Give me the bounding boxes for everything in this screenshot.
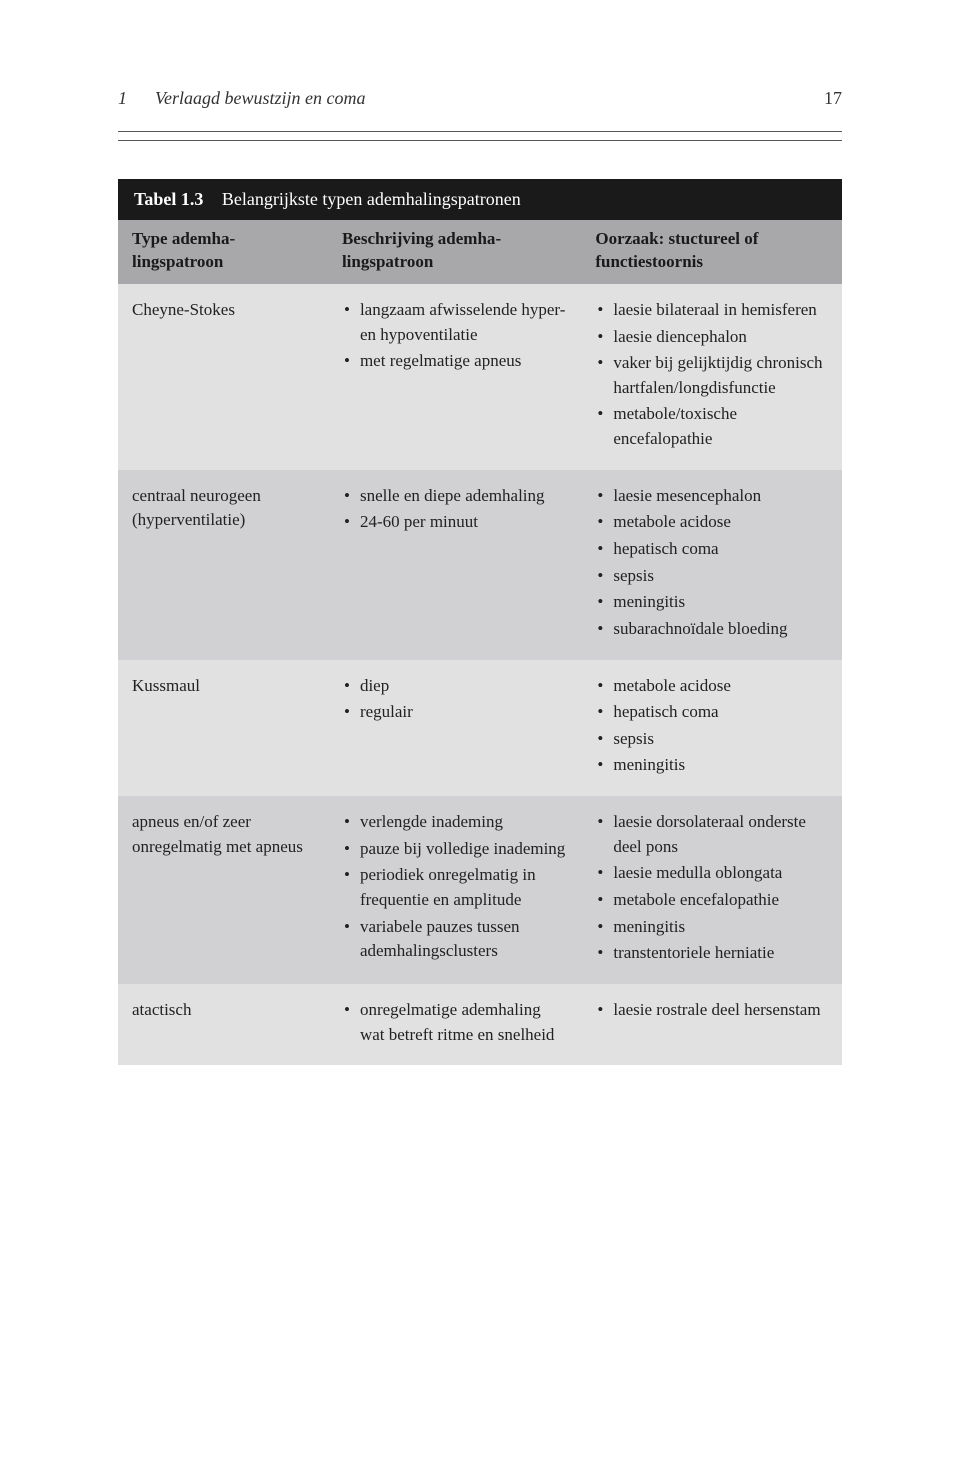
list-item: meningitis bbox=[595, 915, 828, 940]
col-header-type: Type ademha­lingspatroon bbox=[118, 220, 328, 284]
cell-cause: laesie dorsolateraal onderste deel ponsl… bbox=[581, 796, 842, 984]
table-label: Tabel 1.3 bbox=[134, 189, 203, 209]
chapter-number: 1 bbox=[118, 88, 127, 109]
list-item: periodiek onregel­matig in frequentie en… bbox=[342, 863, 567, 912]
cell-description: onregelmatige ademhaling wat betreft rit… bbox=[328, 984, 581, 1065]
table-row: Cheyne-Stokes langzaam afwis­selende hype… bbox=[118, 284, 842, 470]
col-header-cause: Oorzaak: stuctureel of functiestoornis bbox=[581, 220, 842, 284]
table-row: centraal neuro­geen (hyperventilatie)sne… bbox=[118, 470, 842, 660]
list-item: meningitis bbox=[595, 590, 828, 615]
cell-cause: laesie bilateraal in hemisferenlaesie di… bbox=[581, 284, 842, 470]
list-item: hepatisch coma bbox=[595, 537, 828, 562]
table-row: atactisch onregelmatige ademhaling wat be… bbox=[118, 984, 842, 1065]
list-item: subarachnoïdale bloe­ding bbox=[595, 617, 828, 642]
table-row: Kussmauldiepregulairmetabole acidosehepa… bbox=[118, 660, 842, 797]
cell-description: langzaam afwis­selende hyper- en hypoven… bbox=[328, 284, 581, 470]
table-title-bar: Tabel 1.3 Belangrijkste typen ademhaling… bbox=[118, 179, 842, 220]
list-item: met regelmatige apneus bbox=[342, 349, 567, 374]
cell-type: centraal neuro­geen (hyperventilatie) bbox=[118, 470, 328, 660]
list-item: metabole encefalopa­thie bbox=[595, 888, 828, 913]
chapter-title: Verlaagd bewustzijn en coma bbox=[155, 88, 365, 109]
list-item: regulair bbox=[342, 700, 567, 725]
list-item: sepsis bbox=[595, 564, 828, 589]
list-item: diep bbox=[342, 674, 567, 699]
cell-cause: laesie mesencephalonmetabole acidosehepa… bbox=[581, 470, 842, 660]
list-item: langzaam afwis­selende hyper- en hypoven… bbox=[342, 298, 567, 347]
list-item: sepsis bbox=[595, 727, 828, 752]
list-item: variabele pauzes tussen ademhalings­clus… bbox=[342, 915, 567, 964]
table-header-row: Type ademha­lingspatroon Beschrijving ad… bbox=[118, 220, 842, 284]
list-item: meningitis bbox=[595, 753, 828, 778]
list-item: laesie mesencephalon bbox=[595, 484, 828, 509]
breathing-patterns-table: Type ademha­lingspatroon Beschrijving ad… bbox=[118, 220, 842, 1065]
cell-type: Kussmaul bbox=[118, 660, 328, 797]
page: 1 Verlaagd bewustzijn en coma 17 Tabel 1… bbox=[0, 0, 960, 1125]
table-row: apneus en/of zeer onregelmatig met apneu… bbox=[118, 796, 842, 984]
cell-cause: laesie rostrale deel hersenstam bbox=[581, 984, 842, 1065]
list-item: transtentoriele herni­atie bbox=[595, 941, 828, 966]
header-rules bbox=[118, 131, 842, 141]
list-item: laesie medulla oblon­gata bbox=[595, 861, 828, 886]
list-item: laesie bilateraal in hemisferen bbox=[595, 298, 828, 323]
list-item: metabole/toxische encefalopathie bbox=[595, 402, 828, 451]
list-item: vaker bij gelijktijdig chronisch hartfal… bbox=[595, 351, 828, 400]
cell-type: apneus en/of zeer onregelmatig met apneu… bbox=[118, 796, 328, 984]
list-item: metabole acidose bbox=[595, 674, 828, 699]
list-item: 24-60 per minuut bbox=[342, 510, 567, 535]
table-title: Belangrijkste typen ademhalingspatronen bbox=[222, 189, 521, 209]
col-header-description: Beschrijving ademha­lingspatroon bbox=[328, 220, 581, 284]
cell-description: snelle en diepe ademhaling24-60 per minu… bbox=[328, 470, 581, 660]
list-item: metabole acidose bbox=[595, 510, 828, 535]
list-item: laesie diencephalon bbox=[595, 325, 828, 350]
cell-cause: metabole acidosehepatisch comasepsismeni… bbox=[581, 660, 842, 797]
cell-description: diepregulair bbox=[328, 660, 581, 797]
list-item: snelle en diepe ademhaling bbox=[342, 484, 567, 509]
list-item: verlengde inade­ming bbox=[342, 810, 567, 835]
cell-description: verlengde inade­mingpauze bij volledige … bbox=[328, 796, 581, 984]
list-item: laesie rostrale deel hersenstam bbox=[595, 998, 828, 1023]
list-item: laesie dorsolateraal onderste deel pons bbox=[595, 810, 828, 859]
list-item: hepatisch coma bbox=[595, 700, 828, 725]
list-item: onregelmatige ademhaling wat betreft rit… bbox=[342, 998, 567, 1047]
cell-type: Cheyne-Stokes bbox=[118, 284, 328, 470]
running-head: 1 Verlaagd bewustzijn en coma 17 bbox=[118, 88, 842, 109]
cell-type: atactisch bbox=[118, 984, 328, 1065]
list-item: pauze bij volledige inademing bbox=[342, 837, 567, 862]
page-number: 17 bbox=[824, 88, 842, 109]
